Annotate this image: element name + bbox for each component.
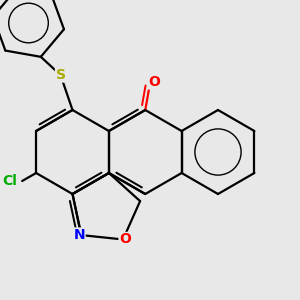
Text: O: O [119,232,131,247]
Text: N: N [74,228,85,242]
Text: S: S [56,68,65,82]
Text: Cl: Cl [3,174,18,188]
Text: O: O [148,75,160,89]
